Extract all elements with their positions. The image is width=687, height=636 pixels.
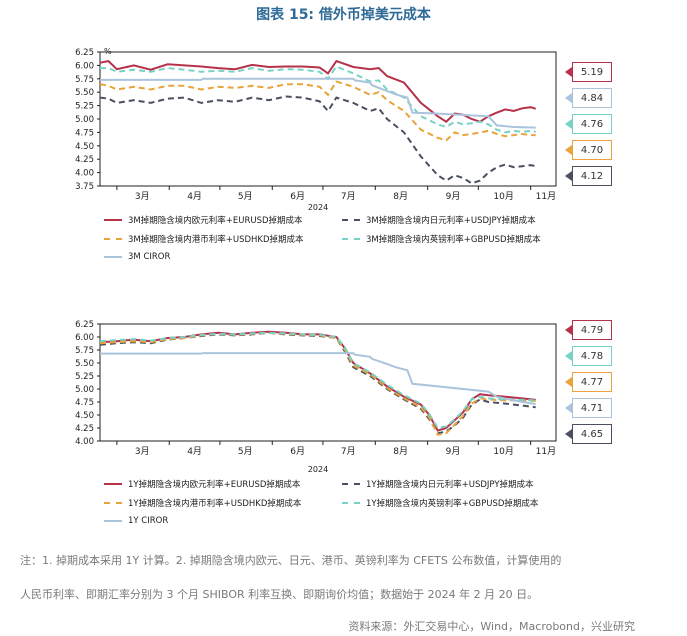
series-line bbox=[99, 331, 536, 430]
y-tick-label: 4.50 bbox=[75, 411, 94, 421]
end-value-tag: 4.79 bbox=[565, 320, 612, 340]
legend-swatch bbox=[104, 520, 122, 522]
chart-3m-svg: 6.25 6.00 5.75 5.50 5.25 5.00 4.75 4.50 4.25 4.00… bbox=[75, 47, 557, 212]
x-tick-label: 11月 bbox=[536, 446, 556, 457]
end-value-tag: 5.19 bbox=[565, 62, 612, 82]
x-tick-label: 5月 bbox=[238, 446, 253, 457]
y-tick-label: 6.25 bbox=[75, 48, 94, 58]
legend-label: 1Y掉期隐含境内港币利率+USDHKD掉期成本 bbox=[128, 499, 302, 509]
end-value-tag: 4.71 bbox=[565, 398, 612, 418]
end-value-tag: 4.12 bbox=[565, 166, 612, 186]
x-tick-label: 6月 bbox=[290, 446, 305, 457]
y-tick-label: 5.50 bbox=[75, 88, 94, 98]
legend-label: 3M CIROR bbox=[128, 252, 171, 262]
plot-frame bbox=[99, 323, 557, 442]
x-tick-label: 10月 bbox=[493, 191, 513, 202]
footnote-line-2: 人民币利率、即期汇率分别为 3 个月 SHIBOR 利率互换、即期询价均值；数据… bbox=[20, 588, 539, 601]
y-tick-label: 3.75 bbox=[75, 182, 94, 192]
y-tick-label: 6.00 bbox=[75, 61, 94, 71]
series-line bbox=[99, 59, 537, 123]
series-line bbox=[100, 77, 536, 129]
legend-label: 3M掉期隐含境内英镑利率+GBPUSD掉期成本 bbox=[366, 235, 541, 245]
x-tick-label: 7月 bbox=[341, 191, 356, 202]
x-tick-label: 4月 bbox=[187, 191, 202, 202]
legend-swatch bbox=[104, 219, 122, 221]
x-tick-label: 11月 bbox=[536, 191, 556, 202]
x-tick-label: 7月 bbox=[341, 446, 356, 457]
x-tick-label: 10月 bbox=[493, 446, 513, 457]
y-tick-label: 4.50 bbox=[75, 142, 94, 152]
end-value-tag: 4.65 bbox=[565, 424, 612, 444]
unit-label: % bbox=[104, 47, 112, 56]
end-value-tag: 4.70 bbox=[565, 140, 612, 160]
series-line bbox=[99, 95, 536, 185]
y-tick-label: 4.75 bbox=[75, 398, 94, 408]
legend-item: 3M掉期隐含境内英镑利率+GBPUSD掉期成本 bbox=[342, 233, 541, 245]
series-line bbox=[100, 352, 536, 406]
legend-swatch bbox=[104, 256, 122, 258]
legend-item: 3M掉期隐含境内港币利率+USDHKD掉期成本 bbox=[104, 233, 304, 245]
y-tick-label: 4.25 bbox=[75, 424, 94, 434]
series-line bbox=[100, 65, 536, 134]
year-label: 2024 bbox=[308, 465, 328, 474]
legend-item: 1Y掉期隐含境内港币利率+USDHKD掉期成本 bbox=[104, 497, 301, 509]
y-tick-label: 5.25 bbox=[75, 102, 94, 112]
y-tick-label: 5.50 bbox=[75, 359, 94, 369]
legend-label: 1Y CIROR bbox=[128, 516, 169, 526]
y-tick-label: 4.00 bbox=[75, 437, 94, 447]
legend-swatch bbox=[104, 238, 122, 240]
series-line bbox=[99, 331, 536, 436]
x-tick-label: 8月 bbox=[393, 191, 408, 202]
series-line bbox=[99, 331, 536, 435]
legend-label: 1Y掉期隐含境内欧元利率+EURUSD掉期成本 bbox=[128, 480, 301, 490]
legend-item: 3M掉期隐含境内欧元利率+EURUSD掉期成本 bbox=[104, 214, 303, 226]
y-tick-label: 4.00 bbox=[75, 169, 94, 179]
end-value-tag: 4.78 bbox=[565, 346, 612, 366]
legend-item: 1Y掉期隐含境内英镑利率+GBPUSD掉期成本 bbox=[342, 497, 538, 509]
x-tick-label: 8月 bbox=[393, 446, 408, 457]
x-tick-label: 3月 bbox=[135, 446, 150, 457]
legend-label: 3M掉期隐含境内欧元利率+EURUSD掉期成本 bbox=[128, 216, 303, 226]
y-tick-label: 5.00 bbox=[75, 385, 94, 395]
legend-label: 3M掉期隐含境内港币利率+USDHKD掉期成本 bbox=[128, 235, 304, 245]
x-tick-label: 9月 bbox=[446, 446, 461, 457]
legend-item: 1Y掉期隐含境内日元利率+USDJPY掉期成本 bbox=[342, 478, 534, 490]
y-tick-label: 4.75 bbox=[75, 128, 94, 138]
legend-item: 1Y掉期隐含境内欧元利率+EURUSD掉期成本 bbox=[104, 478, 300, 490]
legend-item: 3M CIROR bbox=[104, 252, 170, 262]
legend-swatch bbox=[342, 219, 360, 221]
legend-item: 1Y CIROR bbox=[104, 516, 168, 526]
legend-swatch bbox=[342, 502, 360, 504]
legend-swatch bbox=[104, 502, 122, 504]
y-tick-label: 6.25 bbox=[75, 320, 94, 330]
y-tick-label: 5.00 bbox=[75, 115, 94, 125]
legend-label: 3M掉期隐含境内日元利率+USDJPY掉期成本 bbox=[366, 216, 536, 226]
source-note: 资料来源：外汇交易中心，Wind，Macrobond，兴业研究 bbox=[348, 620, 635, 633]
figure-title: 图表 15: 借外币掉美元成本 bbox=[256, 7, 431, 23]
year-label: 2024 bbox=[308, 203, 328, 212]
legend-swatch bbox=[342, 483, 360, 485]
x-tick-label: 6月 bbox=[290, 191, 305, 202]
y-tick-label: 4.25 bbox=[75, 155, 94, 165]
legend-label: 1Y掉期隐含境内日元利率+USDJPY掉期成本 bbox=[366, 480, 534, 490]
legend-label: 1Y掉期隐含境内英镑利率+GBPUSD掉期成本 bbox=[366, 499, 539, 509]
legend-item: 3M掉期隐含境内日元利率+USDJPY掉期成本 bbox=[342, 214, 536, 226]
series-line bbox=[99, 330, 536, 432]
end-value-tag: 4.77 bbox=[565, 372, 612, 392]
y-tick-label: 5.25 bbox=[75, 372, 94, 382]
chart-1y-svg: 6.25 6.00 5.75 5.50 5.25 5.00 4.75 4.50 4.25 4.00… bbox=[75, 320, 557, 474]
footnote-line-1: 注：1. 掉期成本采用 1Y 计算。2. 掉期隐含境内欧元、日元、港币、英镑利率… bbox=[20, 554, 562, 567]
x-tick-label: 3月 bbox=[135, 191, 150, 202]
x-tick-label: 4月 bbox=[187, 446, 202, 457]
end-value-tag: 4.84 bbox=[565, 88, 612, 108]
x-tick-label: 5月 bbox=[238, 191, 253, 202]
legend-swatch bbox=[342, 238, 360, 240]
y-tick-label: 5.75 bbox=[75, 75, 94, 85]
end-value-tag: 4.76 bbox=[565, 114, 612, 134]
y-tick-label: 6.00 bbox=[75, 333, 94, 343]
legend-swatch bbox=[104, 483, 122, 485]
x-tick-label: 9月 bbox=[446, 191, 461, 202]
y-tick-label: 5.75 bbox=[75, 346, 94, 356]
series-line bbox=[99, 80, 536, 142]
